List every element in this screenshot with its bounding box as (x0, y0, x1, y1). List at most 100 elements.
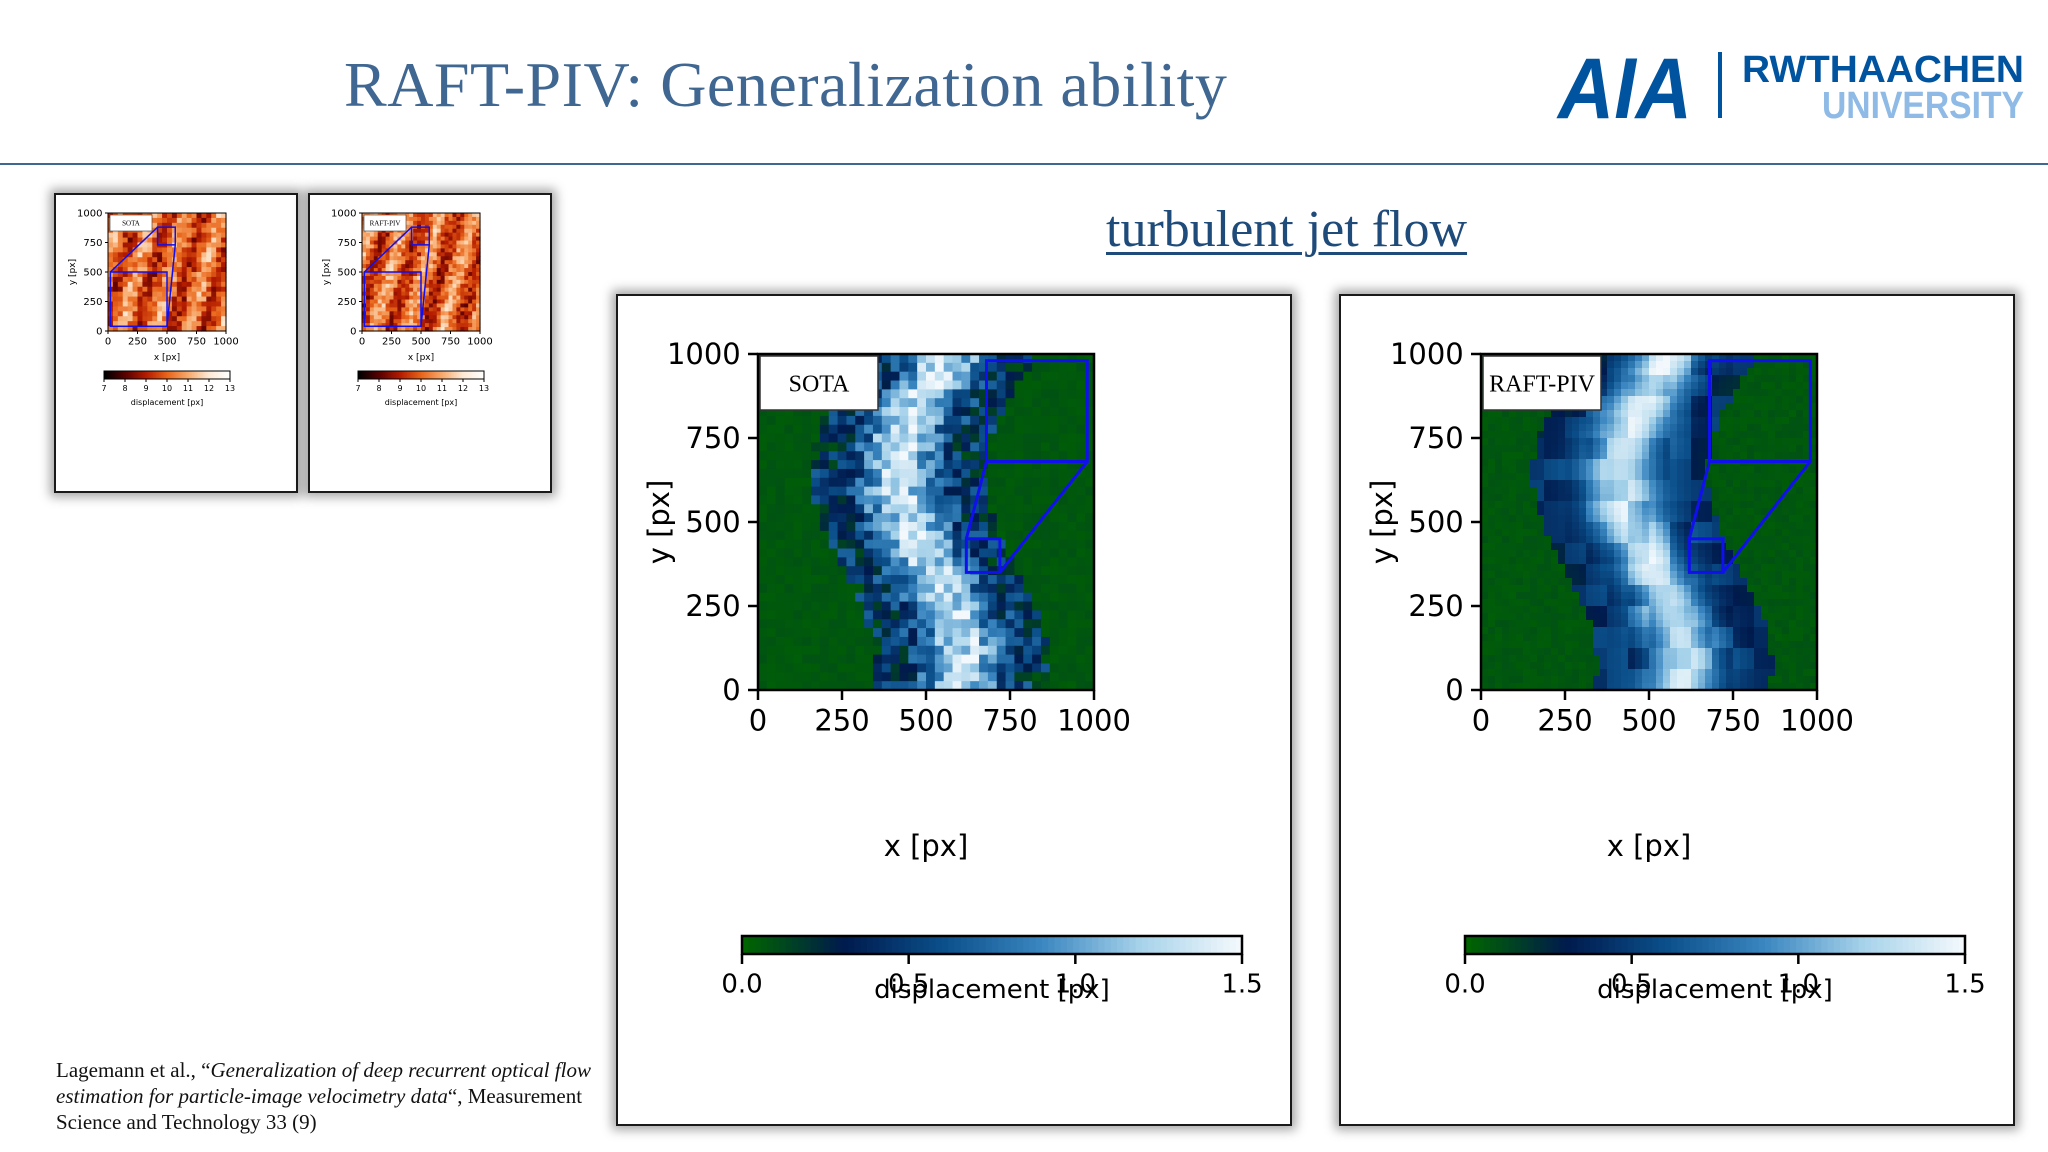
y-tick-label: 250 (685, 589, 740, 623)
colorbar-tick-label: 0.0 (721, 970, 762, 1000)
zoom-connector (420, 244, 431, 327)
zoom-connector (998, 460, 1089, 574)
x-tick-label: 250 (128, 337, 147, 348)
colorbar-tick-label: 13 (479, 384, 489, 393)
colorbar-tick-label: 12 (458, 384, 468, 393)
colorbar-tick-label: 10 (416, 384, 426, 393)
y-axis-label: y [px] (68, 259, 78, 285)
colorbar-label: displacement [px] (385, 398, 458, 407)
zoom-inset (363, 226, 431, 328)
colorbar-tick-label: 1.0 (1055, 970, 1096, 1000)
y-tick-label: 0 (96, 327, 102, 338)
zoom-connector (1687, 461, 1711, 540)
y-tick-label: 250 (83, 297, 102, 308)
x-tick-label: 500 (411, 337, 430, 348)
large-plot-sota: SOTA 0 250 500 750 1000 0 250 500 750 1000 x [px] y … (642, 337, 1262, 1005)
zoom-box (984, 359, 1089, 464)
zoom-inset (964, 359, 1089, 574)
y-axis-label: y [px] (322, 259, 332, 285)
y-tick-label: 500 (1408, 505, 1463, 539)
colorbar-tick-label: 9 (143, 384, 148, 393)
plot-label: RAFT-PIV (1489, 371, 1595, 397)
x-tick-label: 1000 (1057, 703, 1131, 737)
zoom-inset (109, 226, 177, 328)
zoom-connector (1721, 460, 1812, 574)
rwth-logo-top: RWTHAACHEN (1742, 49, 2024, 91)
colorbar-tick-label: 0.5 (888, 970, 929, 1000)
zoom-connector (363, 226, 413, 273)
x-axis-label: x [px] (154, 353, 180, 363)
y-tick-label: 500 (337, 268, 356, 279)
colorbar-tick-label: 8 (122, 384, 127, 393)
x-tick-label: 0 (749, 703, 767, 737)
citation-journal: “, Measurement Science and Technology 33… (56, 1084, 583, 1134)
y-tick-label: 750 (83, 238, 102, 249)
colorbar-tick-label: 7 (355, 384, 360, 393)
large-plot-sota-panel: SOTA 0 250 500 750 1000 0 250 500 750 1000 x [px] y … (616, 294, 1292, 1126)
y-tick-label: 0 (350, 327, 356, 338)
zoom-box (109, 271, 168, 328)
colorbar-tick-label: 1.5 (1944, 970, 1985, 1000)
citation-paper-title: Generalization of deep recurrent optical… (56, 1058, 591, 1108)
colorbar-tick-label: 10 (162, 384, 172, 393)
small-plot-raftpiv-panel: RAFT-PIV 0 250 500 750 1000 0 250 500 750 1000 x [p… (308, 193, 552, 493)
small-plot-raftpiv: RAFT-PIV 0 250 500 750 1000 0 250 500 750 1000 x [p… (322, 209, 493, 408)
x-tick-label: 0 (1472, 703, 1490, 737)
x-tick-label: 0 (105, 337, 111, 348)
citation: Lagemann et al., “Generalization of deep… (56, 1057, 616, 1135)
zoom-region (964, 537, 1002, 574)
plot-label-box (759, 355, 879, 411)
aia-logo-mark: AIA (1556, 48, 1692, 124)
colorbar-frame (740, 934, 1244, 956)
small-plot-sota-panel: SOTA 0 250 500 750 1000 0 250 500 750 1000 x [px] y … (54, 193, 298, 493)
citation-authors: Lagemann et al., “ (56, 1058, 211, 1082)
zoom-inset (1687, 359, 1812, 574)
x-tick-label: 1000 (1780, 703, 1854, 737)
y-tick-label: 750 (337, 238, 356, 249)
colorbar-label: displacement [px] (874, 975, 1110, 1005)
y-tick-label: 250 (337, 297, 356, 308)
plot-label-box (109, 214, 153, 232)
x-axis-label: x [px] (408, 353, 434, 363)
x-tick-label: 500 (898, 703, 953, 737)
colorbar (1465, 936, 1966, 954)
small-plot-sota: SOTA 0 250 500 750 1000 0 250 500 750 1000 x [px] y … (68, 209, 239, 408)
y-axis-label: y [px] (642, 480, 676, 565)
section-subtitle: turbulent jet flow (1106, 201, 1468, 258)
plot-label: SOTA (789, 371, 850, 397)
plot-label-box (1482, 355, 1602, 411)
y-axis-label: y [px] (1365, 480, 1399, 565)
colorbar-tick-label: 0.0 (1444, 970, 1485, 1000)
x-tick-label: 750 (982, 703, 1037, 737)
colorbar-tick-label: 11 (183, 384, 193, 393)
colorbar (104, 371, 231, 379)
y-tick-label: 0 (1445, 673, 1463, 707)
x-tick-label: 0 (359, 337, 365, 348)
zoom-connector (166, 244, 177, 327)
y-tick-label: 750 (1408, 421, 1463, 455)
x-tick-label: 250 (1537, 703, 1592, 737)
slide-title: RAFT-PIV: Generalization ability (344, 49, 1228, 120)
y-tick-label: 250 (1408, 589, 1463, 623)
colorbar (358, 371, 485, 379)
x-tick-label: 750 (187, 337, 206, 348)
colorbar-tick-label: 8 (376, 384, 381, 393)
colorbar-tick-label: 0.5 (1611, 970, 1652, 1000)
zoom-region (410, 226, 431, 246)
zoom-box (363, 271, 422, 328)
rwth-logo-bottom: UNIVERSITY (1822, 85, 2024, 124)
x-tick-label: 500 (1621, 703, 1676, 737)
y-tick-label: 1000 (667, 337, 741, 371)
field-image (1481, 354, 1818, 691)
logo-divider (1718, 52, 1722, 118)
colorbar-label: displacement [px] (1597, 975, 1833, 1005)
zoom-box (1707, 359, 1812, 464)
y-tick-label: 0 (722, 673, 740, 707)
y-tick-label: 500 (685, 505, 740, 539)
plot-label: SOTA (122, 219, 140, 227)
x-tick-label: 250 (814, 703, 869, 737)
x-tick-label: 750 (1705, 703, 1760, 737)
y-tick-label: 1000 (331, 209, 356, 220)
colorbar-tick-label: 1.0 (1778, 970, 1819, 1000)
colorbar-label: displacement [px] (131, 398, 204, 407)
